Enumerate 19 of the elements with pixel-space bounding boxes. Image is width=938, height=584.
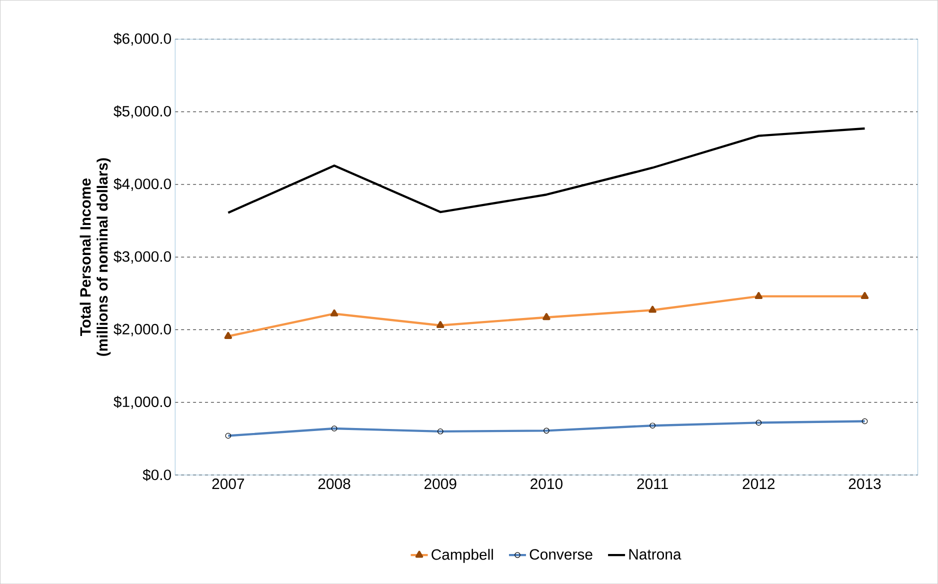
y-tick-label: $5,000.0 [114, 105, 172, 118]
y-tick-label: $4,000.0 [114, 178, 172, 191]
x-tick-label: 2009 [424, 478, 456, 490]
y-tick-label: $1,000.0 [114, 396, 172, 409]
y-tick-label: $2,000.0 [114, 323, 172, 336]
y-tick-label: $0.0 [142, 468, 172, 481]
y-tick-label: $6,000.0 [114, 32, 172, 46]
x-tick-label: 2011 [637, 478, 668, 490]
x-tick-label: 2012 [742, 478, 775, 490]
y-axis-title: Total Personal Income (millions of nominal dollars) [80, 158, 111, 356]
x-tick-label: 2013 [848, 478, 881, 490]
legend-label: Natrona [629, 549, 682, 560]
y-tick-label: $3,000.0 [114, 250, 172, 264]
line-series [227, 127, 866, 214]
x-tick-label: 2010 [530, 478, 562, 490]
legend-label: Campbell [432, 548, 493, 563]
x-tick-label: 2007 [212, 478, 244, 490]
x-tick-label: 2008 [318, 478, 350, 490]
legend-label: Converse [530, 549, 592, 560]
